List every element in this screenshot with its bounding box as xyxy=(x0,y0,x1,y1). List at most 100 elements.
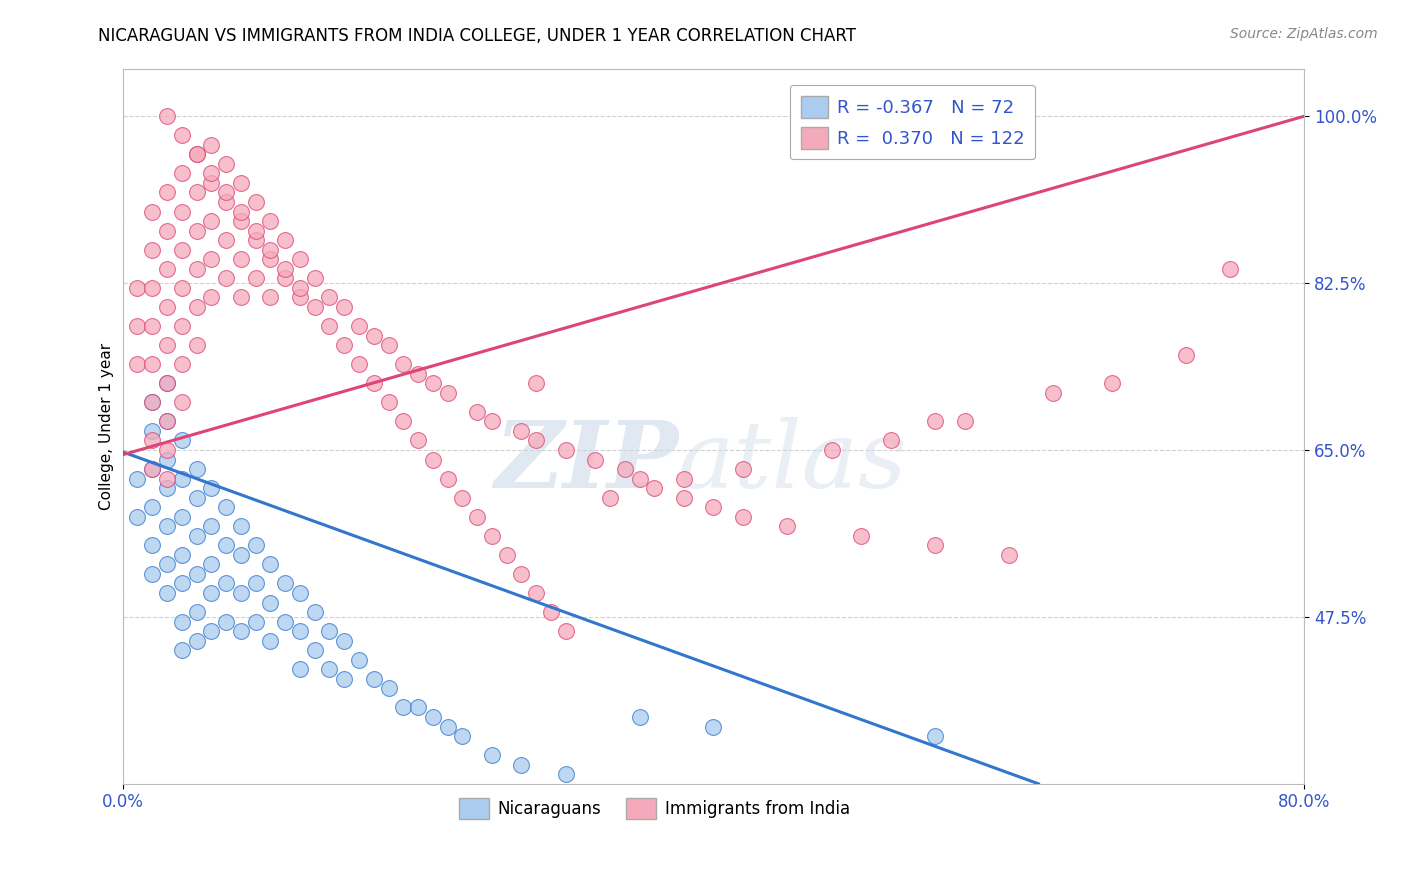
Point xyxy=(170,615,193,629)
Point xyxy=(481,748,503,763)
Point xyxy=(229,214,252,228)
Point xyxy=(156,481,179,495)
Point xyxy=(333,338,356,352)
Point xyxy=(186,566,208,581)
Point xyxy=(141,357,163,371)
Point xyxy=(363,328,385,343)
Point xyxy=(200,290,222,304)
Point xyxy=(156,452,179,467)
Point xyxy=(672,472,695,486)
Point xyxy=(924,538,946,552)
Point xyxy=(318,318,340,333)
Point xyxy=(436,472,458,486)
Point xyxy=(229,290,252,304)
Point xyxy=(288,290,311,304)
Point xyxy=(347,653,370,667)
Text: Source: ZipAtlas.com: Source: ZipAtlas.com xyxy=(1230,27,1378,41)
Point xyxy=(245,224,267,238)
Point xyxy=(215,186,238,200)
Point xyxy=(156,109,179,123)
Legend: Nicaraguans, Immigrants from India: Nicaraguans, Immigrants from India xyxy=(453,792,856,825)
Point xyxy=(200,176,222,190)
Point xyxy=(953,414,976,428)
Point xyxy=(186,224,208,238)
Point xyxy=(229,252,252,267)
Point xyxy=(245,538,267,552)
Point xyxy=(347,318,370,333)
Text: NICARAGUAN VS IMMIGRANTS FROM INDIA COLLEGE, UNDER 1 YEAR CORRELATION CHART: NICARAGUAN VS IMMIGRANTS FROM INDIA COLL… xyxy=(98,27,856,45)
Point xyxy=(1101,376,1123,391)
Point xyxy=(156,558,179,572)
Point xyxy=(259,252,281,267)
Point xyxy=(259,596,281,610)
Point xyxy=(200,166,222,180)
Point xyxy=(215,576,238,591)
Point xyxy=(127,318,149,333)
Point xyxy=(599,491,621,505)
Point xyxy=(215,538,238,552)
Point xyxy=(333,633,356,648)
Point xyxy=(156,472,179,486)
Point xyxy=(481,529,503,543)
Point xyxy=(436,385,458,400)
Point xyxy=(288,252,311,267)
Point xyxy=(304,271,326,285)
Point xyxy=(156,261,179,276)
Point xyxy=(170,128,193,143)
Point xyxy=(702,500,724,515)
Point xyxy=(318,290,340,304)
Point xyxy=(141,243,163,257)
Point xyxy=(392,700,415,714)
Point xyxy=(229,204,252,219)
Point xyxy=(731,509,754,524)
Point xyxy=(141,395,163,409)
Text: ZIP: ZIP xyxy=(494,417,678,507)
Point xyxy=(628,472,651,486)
Point xyxy=(422,376,444,391)
Point xyxy=(156,376,179,391)
Point xyxy=(924,729,946,743)
Point xyxy=(377,338,399,352)
Point xyxy=(554,442,576,457)
Point xyxy=(304,605,326,619)
Y-axis label: College, Under 1 year: College, Under 1 year xyxy=(100,343,114,509)
Point xyxy=(186,147,208,161)
Point xyxy=(481,414,503,428)
Point xyxy=(156,519,179,533)
Point xyxy=(495,548,517,562)
Point xyxy=(186,605,208,619)
Point xyxy=(377,395,399,409)
Point xyxy=(215,233,238,247)
Point xyxy=(245,271,267,285)
Point xyxy=(333,672,356,686)
Point xyxy=(141,395,163,409)
Point xyxy=(186,529,208,543)
Point xyxy=(849,529,872,543)
Point xyxy=(156,376,179,391)
Point xyxy=(200,481,222,495)
Point xyxy=(141,462,163,476)
Point xyxy=(215,157,238,171)
Point xyxy=(156,586,179,600)
Point xyxy=(510,757,533,772)
Point xyxy=(156,338,179,352)
Point xyxy=(141,566,163,581)
Point xyxy=(524,586,547,600)
Point xyxy=(510,566,533,581)
Point xyxy=(156,186,179,200)
Point xyxy=(156,414,179,428)
Point xyxy=(436,719,458,733)
Point xyxy=(215,615,238,629)
Point xyxy=(259,214,281,228)
Point xyxy=(924,414,946,428)
Point xyxy=(170,395,193,409)
Point xyxy=(141,434,163,448)
Point xyxy=(229,586,252,600)
Point xyxy=(170,434,193,448)
Point xyxy=(186,186,208,200)
Point xyxy=(170,243,193,257)
Point xyxy=(1219,261,1241,276)
Point xyxy=(200,586,222,600)
Point xyxy=(229,624,252,639)
Point xyxy=(186,633,208,648)
